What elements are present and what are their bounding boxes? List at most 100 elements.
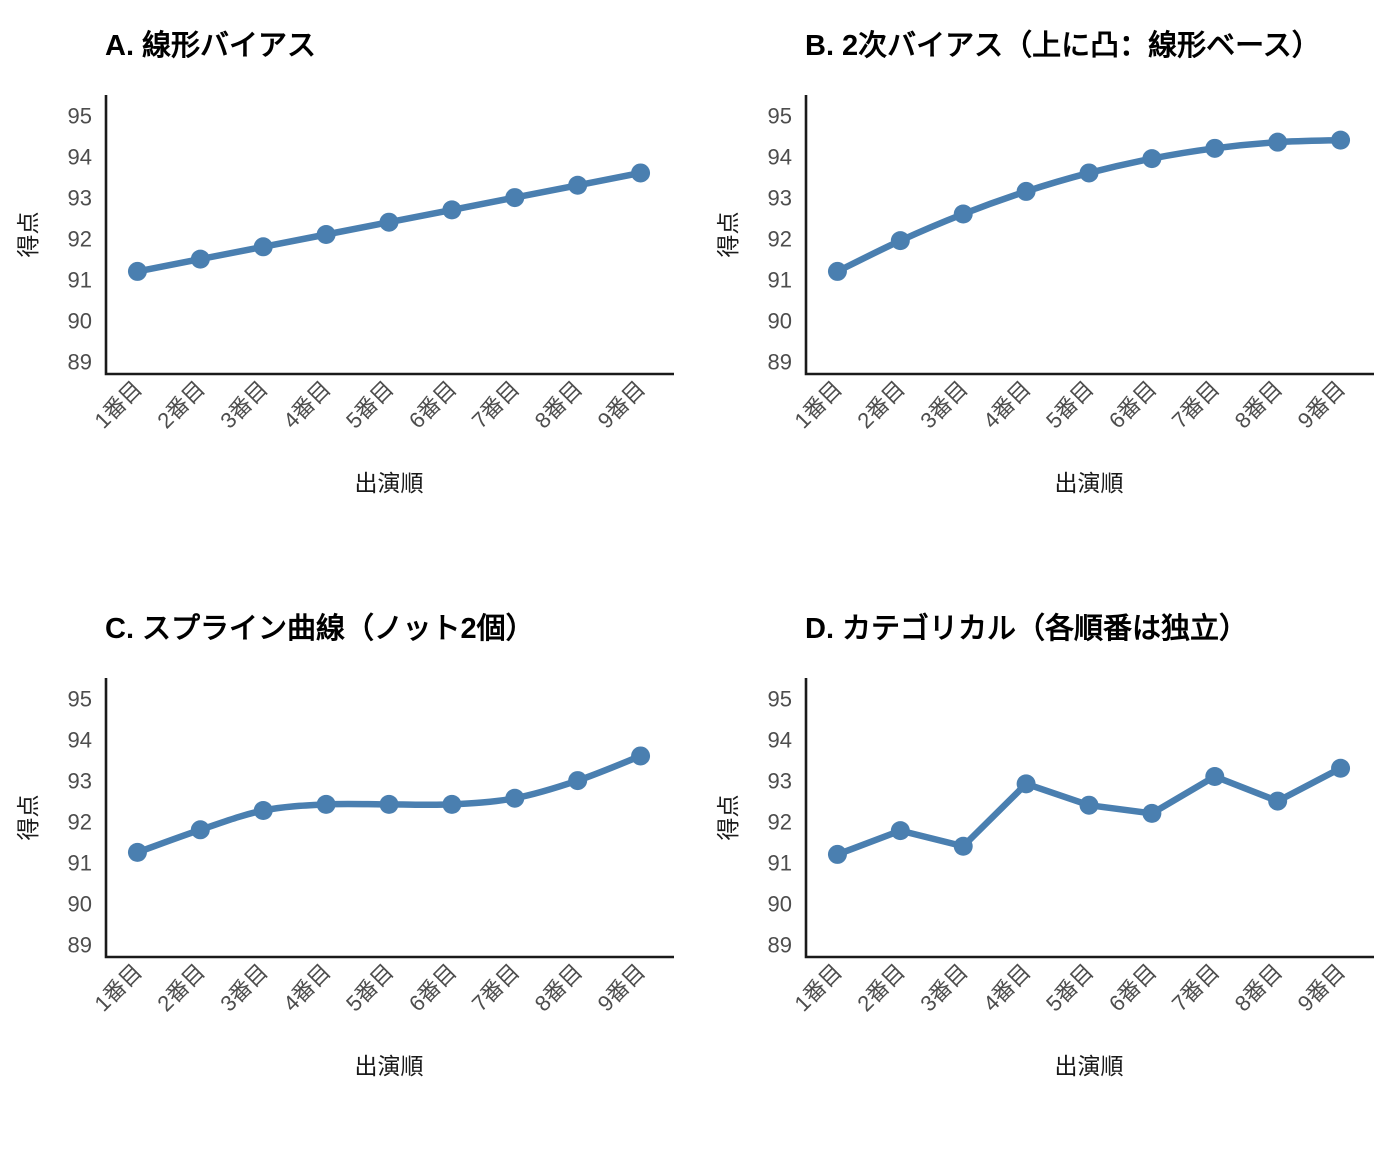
data-point-marker xyxy=(1016,774,1036,794)
data-point-marker xyxy=(127,261,147,281)
data-point-marker xyxy=(442,200,462,220)
y-tick-label: 91 xyxy=(68,268,92,293)
x-tick-label: 1番目 xyxy=(790,959,847,1016)
data-point-marker xyxy=(1268,791,1288,811)
y-tick-label: 91 xyxy=(68,851,92,876)
x-tick-label: 9番目 xyxy=(593,376,650,433)
data-point-marker xyxy=(190,249,210,269)
y-tick-label: 93 xyxy=(68,769,92,794)
x-tick-label: 5番目 xyxy=(1041,959,1098,1016)
x-tick-label: 6番目 xyxy=(1104,959,1161,1016)
panel-a-title: A. 線形バイアス xyxy=(105,30,317,62)
y-tick-label: 92 xyxy=(768,227,792,252)
x-tick-label: 2番目 xyxy=(152,959,209,1016)
x-tick-label: 2番目 xyxy=(852,376,909,433)
data-point-marker xyxy=(1331,130,1351,150)
y-tick-label: 89 xyxy=(768,933,792,958)
y-tick-label: 94 xyxy=(768,728,792,753)
data-point-marker xyxy=(827,844,847,864)
x-tick-label: 4番目 xyxy=(278,376,335,433)
panel-c-title: C. スプライン曲線（ノット2個） xyxy=(105,613,535,645)
y-tick-label: 89 xyxy=(68,350,92,375)
x-axis-title: 出演順 xyxy=(355,470,424,496)
data-point-marker xyxy=(316,794,336,814)
data-point-marker xyxy=(253,801,273,821)
panel-a: A. 線形バイアス 89 90 91 92 93 94 95 得点 1番目 2番目 3番目 4番目 5番… xyxy=(0,0,700,583)
panel-d: D. カテゴリカル（各順番は独立） 89 90 91 92 93 94 95 得点 1番目 2番目… xyxy=(700,583,1400,1166)
data-point-marker xyxy=(890,231,910,251)
data-point-marker xyxy=(1079,163,1099,183)
x-tick-label: 6番目 xyxy=(1104,376,1161,433)
panel-b: B. 2次バイアス（上に凸：線形ベース） 89 90 91 92 93 94 95 得点 1番目… xyxy=(700,0,1400,583)
x-tick-label: 5番目 xyxy=(341,959,398,1016)
panel-d-plot: 89 90 91 92 93 94 95 得点 1番目 2番目 3番目 4番目 5番目 6番目 7番目 8番目… xyxy=(715,678,1374,1079)
x-tick-label: 1番目 xyxy=(790,376,847,433)
series-line xyxy=(834,136,1344,275)
y-tick-label: 89 xyxy=(768,350,792,375)
data-point-marker xyxy=(442,794,462,814)
y-tick-label: 93 xyxy=(768,186,792,211)
data-point-marker xyxy=(953,204,973,224)
y-tick-label: 90 xyxy=(768,892,792,917)
data-point-marker xyxy=(1331,758,1351,778)
y-tick-label: 92 xyxy=(68,227,92,252)
y-tick-label: 93 xyxy=(68,186,92,211)
data-point-marker xyxy=(953,836,973,856)
x-tick-label: 5番目 xyxy=(341,376,398,433)
y-axis-title: 得点 xyxy=(15,212,41,258)
data-point-marker xyxy=(127,842,147,862)
x-tick-label: 8番目 xyxy=(530,376,587,433)
x-tick-label: 9番目 xyxy=(1293,376,1350,433)
axis-spines xyxy=(804,678,1374,959)
x-tick-label: 9番目 xyxy=(593,959,650,1016)
x-tick-label: 7番目 xyxy=(467,959,524,1016)
panel-c-plot: 89 90 91 92 93 94 95 得点 1番目 2番目 3番目 4番目 5番目 6番目 7番目 8番目… xyxy=(15,678,674,1079)
x-tick-label: 8番目 xyxy=(530,959,587,1016)
y-tick-label: 92 xyxy=(68,810,92,835)
data-point-marker xyxy=(568,771,588,791)
data-point-marker xyxy=(1079,795,1099,815)
x-tick-label: 4番目 xyxy=(978,959,1035,1016)
x-tick-label: 3番目 xyxy=(915,959,972,1016)
y-tick-label: 95 xyxy=(768,104,792,129)
x-tick-label: 7番目 xyxy=(467,376,524,433)
data-point-marker xyxy=(827,261,847,281)
x-tick-label: 7番目 xyxy=(1167,376,1224,433)
y-tick-label: 92 xyxy=(768,810,792,835)
x-tick-label: 7番目 xyxy=(1167,959,1224,1016)
y-tick-label: 95 xyxy=(768,687,792,712)
axis-spines xyxy=(804,95,1374,376)
x-tick-label: 8番目 xyxy=(1230,959,1287,1016)
y-tick-label: 94 xyxy=(768,145,792,170)
x-tick-label: 2番目 xyxy=(152,376,209,433)
y-tick-label: 93 xyxy=(768,769,792,794)
data-point-marker xyxy=(379,794,399,814)
x-tick-label: 9番目 xyxy=(1293,959,1350,1016)
panel-c: C. スプライン曲線（ノット2個） 89 90 91 92 93 94 95 得点 1番目 2番目… xyxy=(0,583,700,1166)
data-point-marker xyxy=(379,212,399,232)
data-point-marker xyxy=(505,788,525,808)
y-tick-label: 94 xyxy=(68,145,92,170)
panel-b-title: B. 2次バイアス（上に凸：線形ベース） xyxy=(805,30,1321,62)
axis-spines xyxy=(104,678,674,959)
x-tick-label: 1番目 xyxy=(90,376,147,433)
y-axis-title: 得点 xyxy=(15,795,41,841)
data-point-marker xyxy=(505,188,525,208)
x-tick-label: 3番目 xyxy=(915,376,972,433)
x-tick-label: 3番目 xyxy=(215,376,272,433)
data-point-marker xyxy=(190,820,210,840)
y-tick-label: 91 xyxy=(768,268,792,293)
y-tick-label: 90 xyxy=(68,892,92,917)
x-axis-title: 出演順 xyxy=(1055,470,1124,496)
x-tick-label: 4番目 xyxy=(278,959,335,1016)
x-tick-label: 8番目 xyxy=(1230,376,1287,433)
y-tick-label: 91 xyxy=(768,851,792,876)
data-point-marker xyxy=(568,175,588,195)
x-axis-title: 出演順 xyxy=(355,1053,424,1079)
x-tick-label: 1番目 xyxy=(90,959,147,1016)
data-point-marker xyxy=(1142,803,1162,823)
y-tick-label: 89 xyxy=(68,933,92,958)
x-tick-label: 6番目 xyxy=(404,376,461,433)
data-point-marker xyxy=(631,746,651,766)
data-point-marker xyxy=(631,163,651,183)
